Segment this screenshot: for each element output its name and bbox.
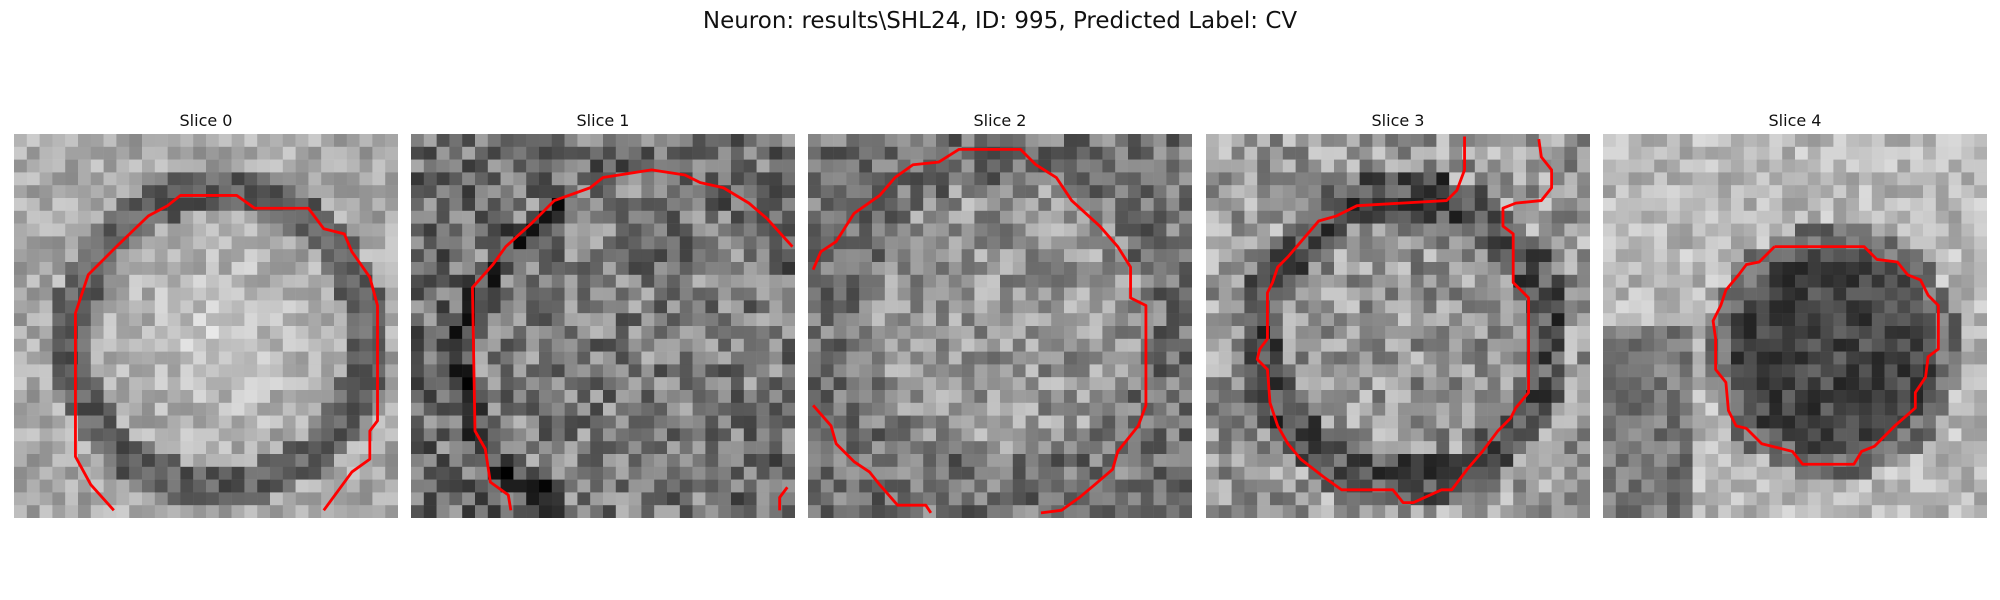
slice-image-0 xyxy=(14,134,398,518)
figure-title: Neuron: results\SHL24, ID: 995, Predicte… xyxy=(702,8,1298,34)
segmentation-contour xyxy=(778,486,789,511)
slice-panel-2: Slice 2 xyxy=(808,108,1192,518)
segmentation-contour xyxy=(471,168,794,511)
pixel-grid xyxy=(1603,134,1987,518)
pixel-grid xyxy=(14,134,398,518)
pixel-grid xyxy=(1206,134,1590,518)
slice-image-3 xyxy=(1206,134,1590,518)
pixel-grid xyxy=(808,134,1192,518)
slice-panel-3: Slice 3 xyxy=(1206,108,1590,518)
slice-title-0: Slice 0 xyxy=(179,111,233,130)
segmentation-contour xyxy=(1255,136,1554,505)
segmentation-contour xyxy=(74,194,379,512)
slice-image-4 xyxy=(1603,134,1987,518)
slice-title-4: Slice 4 xyxy=(1768,111,1822,130)
slice-image-2 xyxy=(808,134,1192,518)
pixel-grid xyxy=(411,134,795,518)
slice-title-3: Slice 3 xyxy=(1371,111,1425,130)
slice-panel-1: Slice 1 xyxy=(411,108,795,518)
slice-panel-4: Slice 4 xyxy=(1603,108,1987,518)
slice-panel-0: Slice 0 xyxy=(14,108,398,518)
segmentation-contour xyxy=(1711,245,1940,466)
segmentation-contour xyxy=(811,147,1148,515)
slice-image-1 xyxy=(411,134,795,518)
slice-title-1: Slice 1 xyxy=(576,111,630,130)
segmentation-contour xyxy=(812,404,933,514)
slice-title-2: Slice 2 xyxy=(973,111,1027,130)
